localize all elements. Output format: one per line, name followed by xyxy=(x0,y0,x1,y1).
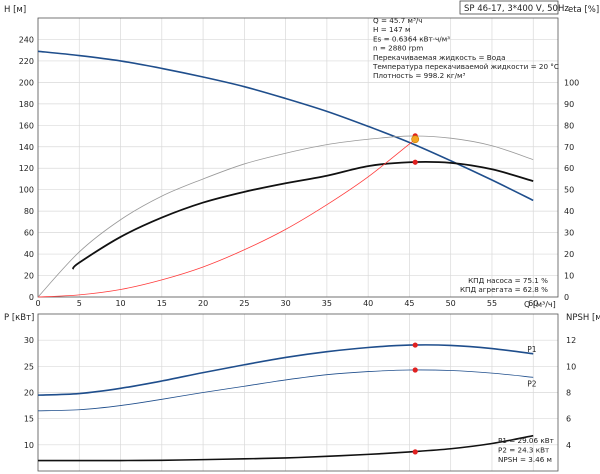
npsh-axis-label: NPSH [м] xyxy=(566,313,600,323)
power-info-line: NPSH = 3.46 м xyxy=(498,455,552,464)
p1-series-label: P1 xyxy=(527,345,537,354)
operating-info-line: n = 2880 rpm xyxy=(373,44,423,53)
head-axis-label: H [м] xyxy=(4,5,26,15)
upper-x-tick-label: 15 xyxy=(157,299,167,308)
operating-info-line: Перекачиваемая жидкость = Вода xyxy=(373,53,506,62)
head-tick-label: 60 xyxy=(24,229,34,238)
power-tick-label: 15 xyxy=(24,415,34,424)
p2-duty-point xyxy=(412,367,418,373)
power-info-line: P2 = 24.3 кВт xyxy=(498,446,549,455)
efficiency-info-line: КПД агрегата = 62.8 % xyxy=(460,285,548,294)
power-tick-label: 30 xyxy=(24,336,34,345)
head-tick-label: 240 xyxy=(19,35,34,44)
p1-curve xyxy=(37,344,534,396)
head-tick-label: 80 xyxy=(24,207,34,216)
npsh-tick-label: 6 xyxy=(566,415,571,424)
total-efficiency-duty-point xyxy=(412,159,418,165)
eta-tick-label: 50 xyxy=(564,186,574,195)
pump_efficiency-curve xyxy=(37,135,534,298)
head-tick-label: 220 xyxy=(19,57,34,66)
upper-grid xyxy=(37,18,558,298)
head-efficiency-panel: 0204060801001201401601802002202400102030… xyxy=(4,5,599,309)
eta-tick-label: 80 xyxy=(564,121,574,130)
operating-info-line: Q = 45.7 м³/ч xyxy=(373,16,423,25)
p1-duty-point xyxy=(412,342,418,348)
eta-axis-label: eta [%] xyxy=(568,5,599,15)
lower-grid xyxy=(37,314,558,471)
upper-plot-frame xyxy=(37,17,559,298)
lower-plot-frame xyxy=(37,313,559,472)
power-tick-label: 20 xyxy=(24,389,34,398)
operating-info-line: Плотность = 998.2 кг/м³ xyxy=(373,71,465,80)
eta-tick-label: 90 xyxy=(564,100,574,109)
upper-x-tick-label: 5 xyxy=(77,299,82,308)
eta-tick-label: 30 xyxy=(564,229,574,238)
head-tick-label: 180 xyxy=(19,100,34,109)
npsh-tick-label: 12 xyxy=(566,336,576,345)
npsh-curve xyxy=(38,434,534,462)
model-header: SP 46-17, 3*400 V, 50Hz xyxy=(459,0,569,15)
head-tick-label: 0 xyxy=(29,293,34,302)
upper-x-tick-label: 40 xyxy=(363,299,373,308)
upper-x-tick-label: 20 xyxy=(198,299,208,308)
npsh-tick-label: 10 xyxy=(566,362,576,371)
npsh-tick-label: 8 xyxy=(566,389,571,398)
upper-x-axis-label: Q [м³/ч] xyxy=(524,300,556,309)
upper-tick-labels: 0204060801001201401601802002202400102030… xyxy=(19,35,580,308)
upper-x-tick-label: 35 xyxy=(322,299,332,308)
upper-x-tick-label: 60 xyxy=(528,299,538,308)
head-tick-label: 20 xyxy=(24,272,34,281)
eta-tick-label: 10 xyxy=(564,272,574,281)
eta-tick-label: 60 xyxy=(564,164,574,173)
npsh-duty-point xyxy=(412,449,418,455)
upper-x-tick-label: 30 xyxy=(281,299,291,308)
power-tick-label: 25 xyxy=(24,362,34,371)
lower-curves: P1 P2 xyxy=(37,342,537,462)
efficiency-info-line: КПД насоса = 75.1 % xyxy=(468,276,548,285)
head-tick-label: 40 xyxy=(24,250,34,259)
head-tick-label: 200 xyxy=(19,78,34,87)
total_efficiency-curve xyxy=(71,160,534,270)
system_curve-curve xyxy=(37,138,416,298)
p2-curve xyxy=(37,369,534,412)
upper-x-tick-label: 25 xyxy=(239,299,249,308)
power-axis-label: P [кВт] xyxy=(4,313,34,323)
npsh-tick-label: 4 xyxy=(566,441,571,450)
upper-x-tick-label: 45 xyxy=(404,299,414,308)
model-header-text: SP 46-17, 3*400 V, 50Hz xyxy=(464,4,569,14)
head-tick-label: 100 xyxy=(19,186,34,195)
upper-curves xyxy=(37,50,534,298)
eta-tick-label: 40 xyxy=(564,207,574,216)
operating-info: Q = 45.7 м³/чH = 147 мEs = 0.6364 кВт·ч/… xyxy=(372,16,559,80)
upper-x-tick-label: 50 xyxy=(446,299,456,308)
head-tick-label: 120 xyxy=(19,164,34,173)
upper-x-tick-label: 55 xyxy=(487,299,497,308)
power-info-line: P1 = 29.06 кВт xyxy=(498,436,554,445)
head-duty-point xyxy=(411,135,420,144)
upper-x-tick-label: 0 xyxy=(35,299,40,308)
head-tick-label: 140 xyxy=(19,143,34,152)
p2-series-label: P2 xyxy=(527,379,537,388)
operating-info-line: Es = 0.6364 кВт·ч/м³ xyxy=(373,34,450,43)
power-tick-label: 10 xyxy=(24,441,34,450)
head-curve xyxy=(37,50,534,202)
head-tick-label: 160 xyxy=(19,121,34,130)
eta-tick-label: 100 xyxy=(564,78,579,87)
efficiency-info: КПД насоса = 75.1 %КПД агрегата = 62.8 % xyxy=(460,276,548,294)
lower-tick-labels: 10 15 20 25 30 4 6 8 10 12 xyxy=(24,336,576,450)
operating-info-line: Температура перекачиваемой жидкости = 20… xyxy=(372,62,559,71)
eta-tick-label: 20 xyxy=(564,250,574,259)
eta-tick-label: 0 xyxy=(564,293,569,302)
upper-x-tick-label: 10 xyxy=(115,299,125,308)
eta-tick-label: 70 xyxy=(564,143,574,152)
operating-info-line: H = 147 м xyxy=(373,25,410,34)
